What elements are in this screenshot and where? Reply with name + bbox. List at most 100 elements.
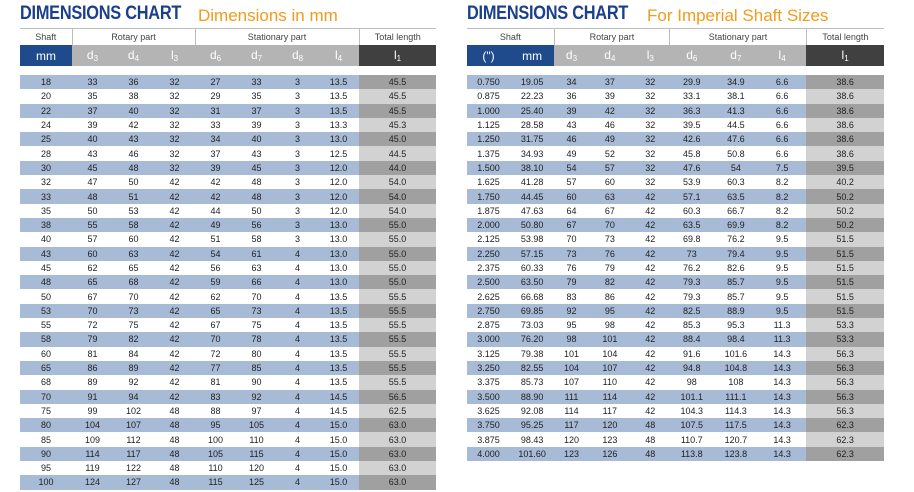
imperial-title-bar: DIMENSIONS CHART For Imperial Shaft Size… — [467, 0, 884, 28]
table-cell: 44.0 — [359, 160, 437, 176]
table-cell: 102 — [125, 405, 142, 416]
table-row: 80 104 107 48 95 105 4 15.0 63.0 — [20, 418, 437, 433]
table-cell: 42 — [630, 189, 670, 204]
table-cell: 62.5 — [359, 403, 437, 419]
table-cell: 33.1 — [682, 91, 701, 102]
table-cell: 48 — [72, 189, 113, 204]
table-cell: 114 — [72, 446, 113, 462]
table-cell: 47.6 — [713, 132, 758, 147]
metric-chart-title: DIMENSIONS CHART — [20, 3, 182, 24]
table-cell: 70 — [566, 234, 577, 245]
table-cell: 3 — [277, 217, 319, 233]
table-cell: 88.9 — [713, 303, 758, 319]
table-cell: 6.6 — [757, 75, 807, 90]
table-cell: 13.5 — [318, 103, 360, 118]
table-cell: 82.5 — [669, 303, 714, 319]
table-cell: 4.000 — [467, 446, 511, 462]
table-cell: 42 — [630, 217, 670, 233]
table-cell: 4 — [277, 332, 319, 347]
table-cell: 98.43 — [520, 434, 544, 445]
table-cell: 32 — [630, 160, 670, 176]
table-cell: 13.3 — [329, 120, 348, 131]
table-cell: 42 — [630, 332, 670, 347]
table-cell: 32 — [154, 160, 196, 176]
col-l3: l3 — [154, 45, 196, 66]
table-cell: 42 — [169, 263, 180, 273]
table-cell: 9.5 — [757, 275, 807, 290]
table-cell: 33 — [20, 189, 72, 204]
table-cell: 3 — [295, 234, 301, 245]
table-cell: 30 — [20, 160, 72, 176]
table-cell: 53 — [20, 303, 72, 319]
table-cell: 48 — [645, 434, 656, 445]
table-cell: 4 — [295, 463, 301, 474]
table-cell: 14.3 — [757, 360, 807, 376]
table-cell: 55.5 — [359, 360, 437, 376]
table-cell: 4 — [295, 320, 301, 331]
table-cell: 68 — [113, 275, 154, 290]
table-cell: 13.0 — [329, 234, 348, 245]
table-cell: 13.5 — [329, 91, 348, 102]
table-cell: 75 — [128, 320, 139, 331]
table-cell: 42 — [645, 234, 656, 245]
table-cell: 86 — [72, 360, 113, 376]
table-cell: 70 — [251, 291, 262, 302]
table-cell: 82 — [113, 332, 154, 347]
table-cell: 75 — [251, 320, 262, 331]
table-cell: 40 — [113, 103, 154, 118]
table-cell: 55.0 — [359, 217, 437, 233]
table-cell: 29 — [210, 91, 221, 102]
table-row: 20 35 38 32 29 35 3 13.5 45.5 — [20, 89, 437, 104]
table-cell: 99 — [87, 405, 98, 416]
table-cell: 32 — [154, 103, 196, 118]
table-cell: 1.250 — [467, 132, 511, 147]
table-cell: 53.9 — [682, 177, 701, 188]
table-cell: 53.3 — [806, 332, 884, 347]
table-cell: 120 — [563, 434, 580, 445]
table-cell: 14.3 — [757, 446, 807, 462]
col-d7: d7 — [713, 45, 758, 66]
table-cell: 4 — [277, 446, 319, 462]
table-cell: 4 — [277, 303, 319, 319]
table-cell: 86 — [604, 291, 615, 302]
imperial-table-body: 0.750 19.05 34 37 32 29.9 34.9 6.6 38.6 0.875 22.2… — [467, 75, 884, 462]
table-cell: 120.7 — [724, 434, 748, 445]
table-cell: 110.7 — [680, 434, 703, 445]
table-cell: 6.6 — [757, 132, 807, 147]
table-cell: 56.3 — [806, 346, 884, 361]
table-cell: 2.375 — [477, 263, 500, 273]
table-cell: 114.3 — [724, 405, 747, 416]
table-cell: 43 — [251, 148, 262, 159]
table-cell: 100 — [20, 475, 72, 490]
table-cell: 55 — [40, 320, 51, 331]
table-cell: 42 — [630, 275, 670, 290]
table-cell: 14.3 — [773, 434, 791, 445]
table-cell: 70 — [128, 291, 139, 302]
table-row: 1.625 41.28 57 60 32 53.9 60.3 8.2 40.2 — [467, 175, 884, 190]
table-cell: 104 — [602, 348, 618, 359]
table-cell: 13.0 — [329, 263, 348, 273]
table-cell: 117 — [113, 446, 154, 462]
table-cell: 3.500 — [467, 389, 511, 404]
table-cell: 42 — [588, 103, 631, 118]
table-row: 2.625 66.68 83 86 42 79.3 85.7 9.5 51.5 — [467, 289, 884, 304]
metric-column-header: mm d3 d4 l3 d6 d7 d8 l4 l1 — [20, 45, 437, 66]
table-cell: 31 — [195, 103, 237, 118]
col-d3: d3 — [72, 45, 113, 66]
table-cell: 32 — [630, 103, 670, 118]
table-cell: 39.5 — [806, 160, 884, 176]
table-cell: 1.125 — [477, 120, 500, 131]
table-cell: 48 — [154, 446, 196, 462]
total-length-group-label: Total length — [806, 28, 884, 45]
table-row: 45 62 65 42 56 63 4 13.0 55.0 — [20, 260, 437, 276]
table-cell: 55.5 — [359, 303, 437, 319]
col-d7: d7 — [236, 45, 278, 66]
imperial-column-header: (") mm d3 d4 l3 d6 d7 l4 l1 — [467, 45, 884, 66]
table-cell: 50 — [87, 205, 98, 216]
table-cell: 7.5 — [757, 160, 807, 176]
col-d6: d6 — [669, 45, 714, 66]
table-cell: 42 — [169, 348, 180, 359]
table-cell: 31.75 — [510, 132, 555, 147]
table-cell: 9.5 — [775, 263, 789, 273]
table-cell: 51.5 — [806, 275, 884, 290]
